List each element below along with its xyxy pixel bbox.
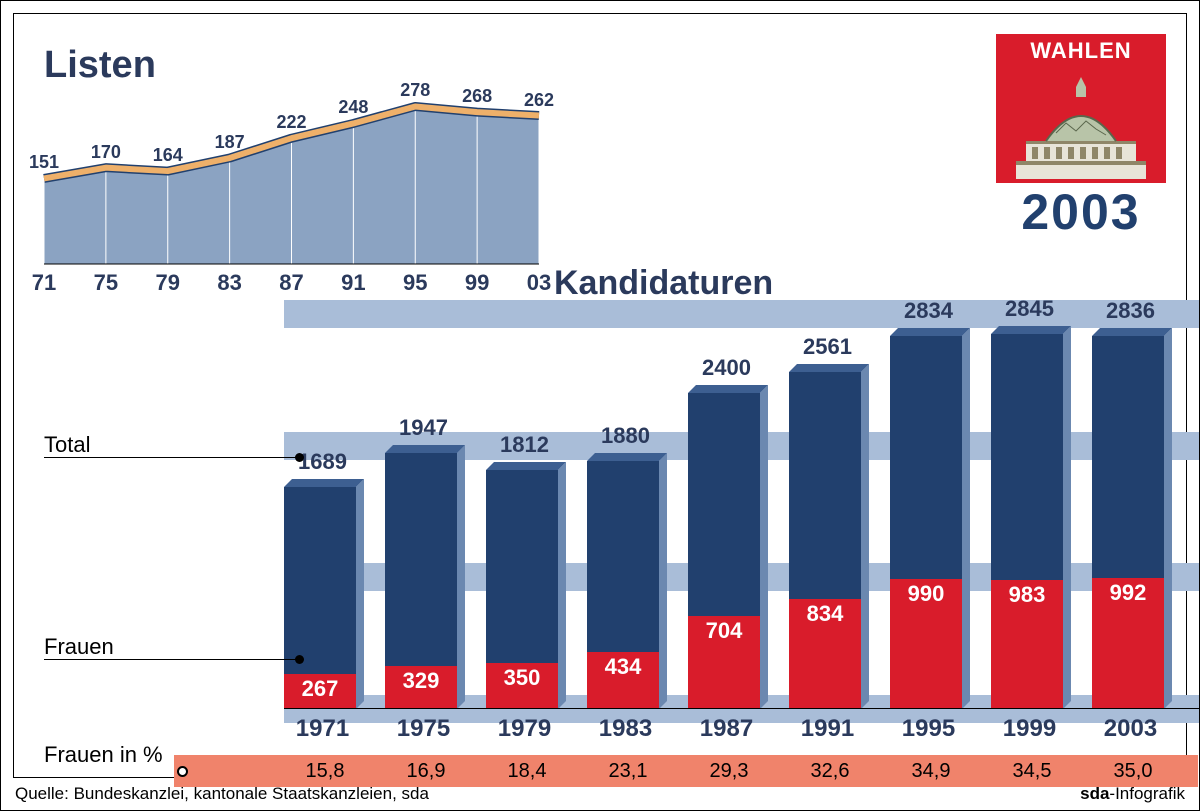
listen-value: 268	[457, 86, 497, 107]
listen-x-label: 87	[272, 270, 312, 296]
pct-value: 16,9	[385, 760, 467, 783]
bar-year-label: 1971	[279, 715, 366, 743]
bar-side	[457, 445, 465, 709]
pct-strip: 15,8 16,9 18,4 23,1 29,3 32,6 34,9 34,5 35,0	[174, 755, 1198, 787]
bar-frauen-label: 704	[688, 618, 760, 644]
bar-frauen-label: 983	[991, 582, 1063, 608]
bar-side	[356, 479, 364, 709]
bar-frauen-label: 992	[1092, 580, 1164, 606]
bar-total-label: 2845	[986, 296, 1073, 322]
bar-year-label: 1987	[683, 715, 770, 743]
legend-dot	[295, 655, 304, 664]
bar-total-label: 2400	[683, 355, 770, 381]
kandidaturen-chart: 1689267197119473291975181235019791880434…	[284, 314, 1199, 709]
pct-value: 35,0	[1092, 760, 1174, 783]
legend-line	[44, 659, 299, 660]
legend-total: Total	[44, 432, 90, 458]
bar-total-label: 1812	[481, 432, 568, 458]
bar-frauen-label: 834	[789, 601, 861, 627]
bar-side	[659, 453, 667, 709]
legend-frauen: Frauen	[44, 634, 114, 660]
source-text: Quelle: Bundeskanzlei, kantonale Staatsk…	[15, 784, 429, 804]
listen-value: 151	[24, 152, 64, 173]
listen-value: 262	[519, 90, 559, 111]
pct-value: 23,1	[587, 760, 669, 783]
listen-value: 222	[272, 112, 312, 133]
legend-line	[44, 457, 299, 458]
bar-side	[962, 328, 970, 709]
bar-year-label: 1991	[784, 715, 871, 743]
legend-dot	[295, 453, 304, 462]
bar-frauen-label: 329	[385, 668, 457, 694]
listen-value: 187	[210, 132, 250, 153]
bar-total-label: 1947	[380, 415, 467, 441]
bar-frauen-label: 990	[890, 581, 962, 607]
listen-x-label: 71	[24, 270, 64, 296]
bar-top	[688, 385, 768, 393]
bar-top	[385, 445, 465, 453]
pct-value: 18,4	[486, 760, 568, 783]
bar-year-label: 1983	[582, 715, 669, 743]
listen-x-label: 03	[519, 270, 559, 296]
bar-year-label: 1979	[481, 715, 568, 743]
listen-value: 248	[333, 97, 373, 118]
logo-dome-icon	[996, 68, 1166, 183]
bar-top	[587, 453, 667, 461]
bar-top	[284, 479, 364, 487]
logo-banner: WAHLEN	[996, 34, 1166, 68]
pct-value: 34,9	[890, 760, 972, 783]
bar-top	[991, 326, 1071, 334]
pct-value: 34,5	[991, 760, 1073, 783]
listen-x-label: 79	[148, 270, 188, 296]
bar-top	[1092, 328, 1172, 336]
listen-x-label: 99	[457, 270, 497, 296]
listen-x-label: 91	[333, 270, 373, 296]
brand-text: sda-Infografik	[1080, 784, 1185, 804]
bar-year-label: 1999	[986, 715, 1073, 743]
bar-total-label: 1880	[582, 423, 669, 449]
bar-side	[861, 364, 869, 709]
bar-side	[760, 385, 768, 709]
listen-x-label: 83	[210, 270, 250, 296]
bar-year-label: 1995	[885, 715, 972, 743]
listen-value: 170	[86, 142, 126, 163]
pct-value: 29,3	[688, 760, 770, 783]
bar-top	[789, 364, 869, 372]
bar-total-label: 2836	[1087, 298, 1174, 324]
pct-value: 32,6	[789, 760, 871, 783]
bar-year-label: 2003	[1087, 715, 1174, 743]
bar-year-label: 1975	[380, 715, 467, 743]
bar-frauen-label: 267	[284, 676, 356, 702]
bar-total-label: 1689	[279, 449, 366, 475]
listen-chart: 1517117075164791878322287248912789526899…	[44, 54, 539, 294]
bar-total-label: 2561	[784, 334, 871, 360]
bar-side	[1063, 326, 1071, 709]
logo-year: 2003	[996, 187, 1166, 237]
pct-dot	[177, 766, 188, 777]
bar-frauen-label: 434	[587, 654, 659, 680]
bar-total-label: 2834	[885, 298, 972, 324]
listen-value: 164	[148, 145, 188, 166]
listen-x-label: 95	[395, 270, 435, 296]
listen-x-label: 75	[86, 270, 126, 296]
listen-value: 278	[395, 80, 435, 101]
bar-side	[558, 462, 566, 709]
bar-frauen-label: 350	[486, 665, 558, 691]
pct-value: 15,8	[284, 760, 366, 783]
bar-top	[890, 328, 970, 336]
bar-top	[486, 462, 566, 470]
wahlen-2003-logo: WAHLEN 2003	[996, 34, 1166, 237]
kandidaturen-title: Kandidaturen	[554, 264, 773, 303]
legend-pct: Frauen in %	[44, 742, 163, 768]
bar-side	[1164, 328, 1172, 709]
